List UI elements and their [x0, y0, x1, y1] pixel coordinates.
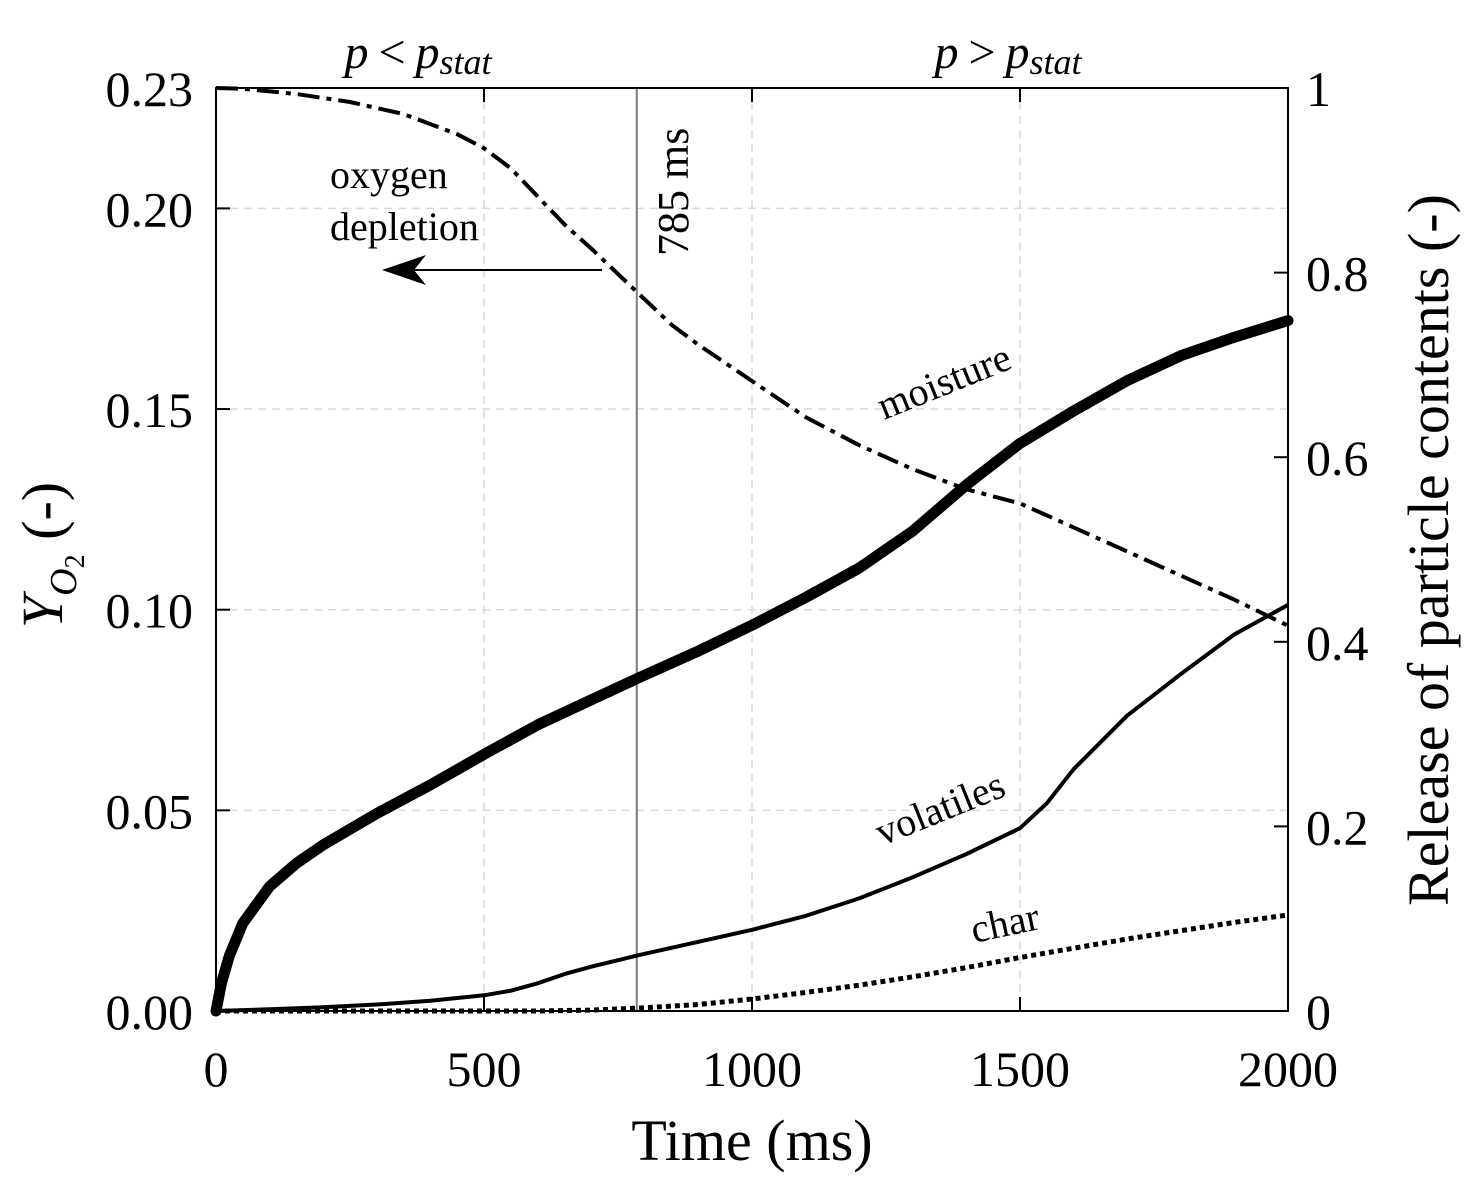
annotation-volatiles: volatiles [869, 762, 1012, 854]
y-right-tick-label-0.8: 0.8 [1306, 246, 1369, 302]
x-tick-label-500: 500 [447, 1041, 522, 1097]
x-tick-label-1000: 1000 [702, 1041, 802, 1097]
y-left-tick-label-0.00: 0.00 [106, 984, 194, 1040]
oxygen-arrow [382, 255, 602, 285]
region-label-left: p < pstat [341, 26, 492, 82]
x-tick-label-0: 0 [204, 1041, 229, 1097]
y-axis-left-title: YO2 (-) [10, 482, 91, 628]
y-left-tick-label-0.23: 0.23 [106, 61, 194, 117]
annotation-char: char [967, 893, 1044, 951]
ticks [215, 87, 1289, 1012]
grid [216, 88, 1288, 1011]
x-tick-label-1500: 1500 [970, 1041, 1070, 1097]
y-right-tick-label-1: 1 [1306, 61, 1331, 117]
y-left-tick-label-0.05: 0.05 [106, 783, 194, 839]
y-left-tick-label-0.10: 0.10 [106, 583, 194, 639]
tick-labels: 0 500 1000 1500 20000.000.050.100.150.200.23… [106, 61, 1369, 1097]
series-oxygen-line [215, 86, 1289, 628]
series-volatiles-line [215, 603, 1289, 1013]
region-label-right: p > pstat [931, 26, 1082, 82]
y-right-tick-label-0.4: 0.4 [1306, 615, 1369, 671]
annotation-moisture: moisture [871, 334, 1018, 428]
y-right-tick-label-0: 0 [1306, 984, 1331, 1040]
y-left-tick-label-0.15: 0.15 [106, 382, 194, 438]
series-group [210, 86, 1294, 1017]
svg-text:YO2 (-): YO2 (-) [10, 482, 91, 628]
vline-label: 785 ms [649, 128, 698, 256]
y-left-tick-label-0.20: 0.20 [106, 181, 194, 237]
annotation-oxygen: oxygen [330, 152, 448, 197]
series-moisture-line [210, 315, 1294, 1017]
y-axis-right-title: Release of particle contents (-) [1396, 194, 1461, 906]
y-right-tick-label-0.6: 0.6 [1306, 430, 1369, 486]
annotation-depletion: depletion [330, 204, 479, 249]
x-tick-label-2000: 2000 [1238, 1041, 1338, 1097]
y-right-tick-label-0.2: 0.2 [1306, 799, 1369, 855]
x-axis-title: Time (ms) [631, 1108, 872, 1173]
